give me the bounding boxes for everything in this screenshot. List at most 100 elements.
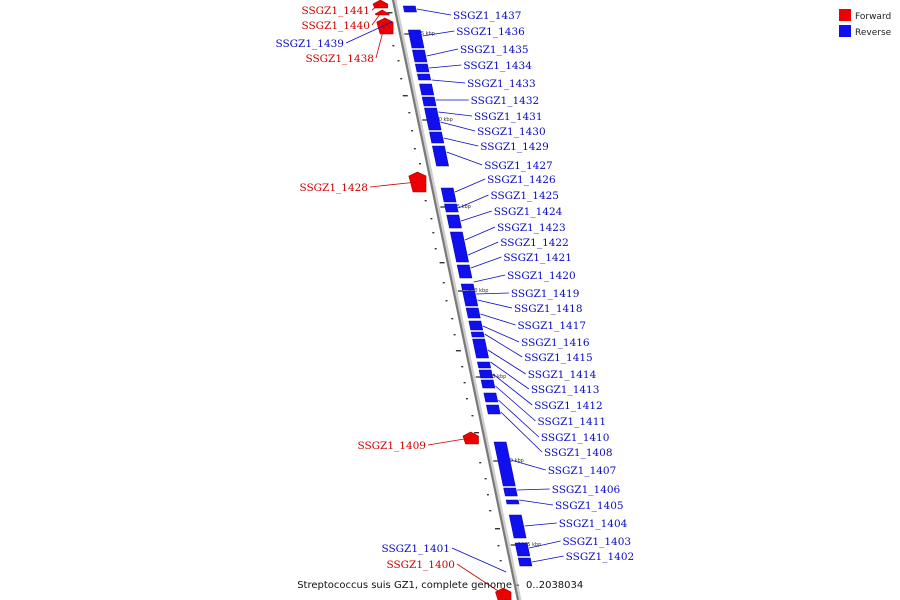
gene-label[interactable]: SSGZ1_1410 (541, 432, 610, 444)
gene-label[interactable]: SSGZ1_1413 (531, 384, 600, 396)
label-leader-line (454, 178, 486, 193)
inner-track-mark (495, 528, 500, 530)
gene-label[interactable]: SSGZ1_1426 (487, 174, 556, 186)
gene-label[interactable]: SSGZ1_1407 (548, 465, 617, 477)
gene-label[interactable]: SSGZ1_1401 (381, 543, 450, 555)
gene-label[interactable]: SSGZ1_1439 (275, 38, 344, 50)
gene-label[interactable]: SSGZ1_1431 (474, 111, 543, 123)
reverse-gene-block[interactable] (444, 203, 459, 213)
label-leader-line (484, 333, 523, 358)
reverse-gene-block[interactable] (483, 392, 499, 403)
reverse-gene-block[interactable] (446, 214, 462, 229)
reverse-gene-block[interactable] (480, 379, 496, 389)
reverse-gene-block[interactable] (503, 487, 518, 497)
gene-label[interactable]: SSGZ1_1425 (490, 190, 559, 202)
gene-label[interactable]: SSGZ1_1419 (511, 288, 580, 300)
gene-label[interactable]: SSGZ1_1421 (503, 252, 572, 264)
reverse-gene-block[interactable] (432, 145, 449, 167)
gene-label[interactable]: SSGZ1_1404 (559, 518, 628, 530)
reverse-gene-block[interactable] (412, 49, 428, 63)
label-leader-line (529, 540, 561, 549)
forward-gene-block[interactable] (495, 587, 512, 600)
label-leader-line (460, 210, 492, 222)
reverse-gene-block[interactable] (456, 264, 473, 279)
reverse-gene-block[interactable] (514, 542, 531, 557)
reverse-gene-block[interactable] (477, 361, 492, 369)
axis-tick-label: 1450 kbp (500, 458, 524, 464)
gene-label[interactable]: SSGZ1_1438 (305, 53, 374, 65)
inner-track-mark (392, 45, 395, 47)
reverse-gene-block[interactable] (470, 331, 485, 338)
reverse-gene-block[interactable] (419, 83, 435, 96)
gene-label[interactable]: SSGZ1_1417 (518, 320, 587, 332)
gene-label[interactable]: SSGZ1_1423 (497, 222, 566, 234)
gene-label[interactable]: SSGZ1_1435 (460, 44, 529, 56)
reverse-gene-block[interactable] (517, 557, 533, 567)
inner-track-mark (430, 218, 433, 220)
gene-label[interactable]: SSGZ1_1403 (563, 536, 632, 548)
gene-label[interactable]: SSGZ1_1430 (477, 126, 546, 138)
gene-label[interactable]: SSGZ1_1433 (467, 78, 536, 90)
gene-label[interactable]: SSGZ1_1416 (521, 337, 590, 349)
inner-track-mark (453, 334, 456, 336)
gene-label[interactable]: SSGZ1_1440 (301, 20, 370, 32)
reverse-gene-block[interactable] (468, 320, 484, 331)
reverse-gene-block[interactable] (465, 307, 481, 319)
gene-label[interactable]: SSGZ1_1411 (538, 416, 607, 428)
label-leader-line (487, 349, 526, 375)
legend-forward-label: Forward (855, 12, 891, 22)
gene-label[interactable]: SSGZ1_1402 (566, 551, 635, 563)
gene-label[interactable]: SSGZ1_1408 (544, 447, 613, 459)
reverse-gene-block[interactable] (429, 131, 445, 144)
forward-gene-block[interactable] (374, 9, 390, 16)
gene-label[interactable]: SSGZ1_1432 (471, 95, 540, 107)
reverse-gene-block[interactable] (421, 96, 437, 107)
genome-range: 0..2038034 (526, 580, 583, 591)
forward-gene-block[interactable] (408, 171, 427, 193)
reverse-gene-block[interactable] (417, 73, 432, 81)
reverse-gene-block[interactable] (472, 338, 489, 359)
reverse-gene-block[interactable] (505, 499, 520, 505)
gene-label[interactable]: SSGZ1_1412 (534, 400, 603, 412)
reverse-gene-block[interactable] (440, 187, 457, 203)
gene-label[interactable]: SSGZ1_1422 (500, 237, 569, 249)
gene-label[interactable]: SSGZ1_1436 (456, 26, 525, 38)
label-leader-line (451, 547, 507, 573)
forward-gene-block[interactable] (372, 0, 388, 9)
forward-gene-block[interactable] (462, 431, 479, 445)
gene-label[interactable]: SSGZ1_1418 (514, 303, 583, 315)
forward-gene-block[interactable] (376, 17, 394, 35)
reverse-gene-block[interactable] (407, 29, 425, 49)
label-leader-line (371, 3, 381, 11)
gene-label[interactable]: SSGZ1_1414 (528, 369, 597, 381)
gene-label[interactable]: SSGZ1_1406 (552, 484, 621, 496)
gene-label[interactable]: SSGZ1_1441 (301, 5, 370, 17)
inner-track-mark (411, 130, 414, 132)
reverse-gene-block[interactable] (462, 290, 479, 307)
reverse-gene-block[interactable] (424, 107, 442, 131)
gene-label[interactable]: SSGZ1_1428 (299, 182, 368, 194)
gene-label[interactable]: SSGZ1_1429 (480, 141, 549, 153)
gene-labels-layer: SSGZ1_1441 SSGZ1_1440 SSGZ1_1438 SSGZ1_1428… (275, 5, 634, 571)
gene-label[interactable]: SSGZ1_1415 (524, 352, 593, 364)
reverse-gene-block[interactable] (486, 404, 501, 415)
gene-label[interactable]: SSGZ1_1437 (453, 10, 522, 22)
inner-track-mark (432, 232, 435, 234)
reverse-gene-block[interactable] (460, 283, 475, 291)
reverse-gene-block[interactable] (414, 63, 430, 73)
reverse-gene-block[interactable] (478, 369, 494, 379)
gene-label[interactable]: SSGZ1_1409 (357, 440, 426, 452)
gene-label[interactable]: SSGZ1_1405 (555, 500, 624, 512)
reverse-gene-block[interactable] (493, 441, 516, 487)
gene-label[interactable]: SSGZ1_1424 (494, 206, 563, 218)
inner-track-mark (471, 415, 474, 417)
gene-label[interactable]: SSGZ1_1434 (463, 60, 532, 72)
axis-tick-label: 1460 kbp (465, 288, 489, 294)
reverse-gene-block[interactable] (402, 5, 417, 13)
gene-label[interactable]: SSGZ1_1427 (484, 160, 553, 172)
reverse-gene-block[interactable] (449, 231, 469, 263)
gene-label[interactable]: SSGZ1_1420 (507, 270, 576, 282)
reverse-gene-block[interactable] (508, 514, 527, 539)
gene-label[interactable]: SSGZ1_1400 (386, 559, 455, 571)
